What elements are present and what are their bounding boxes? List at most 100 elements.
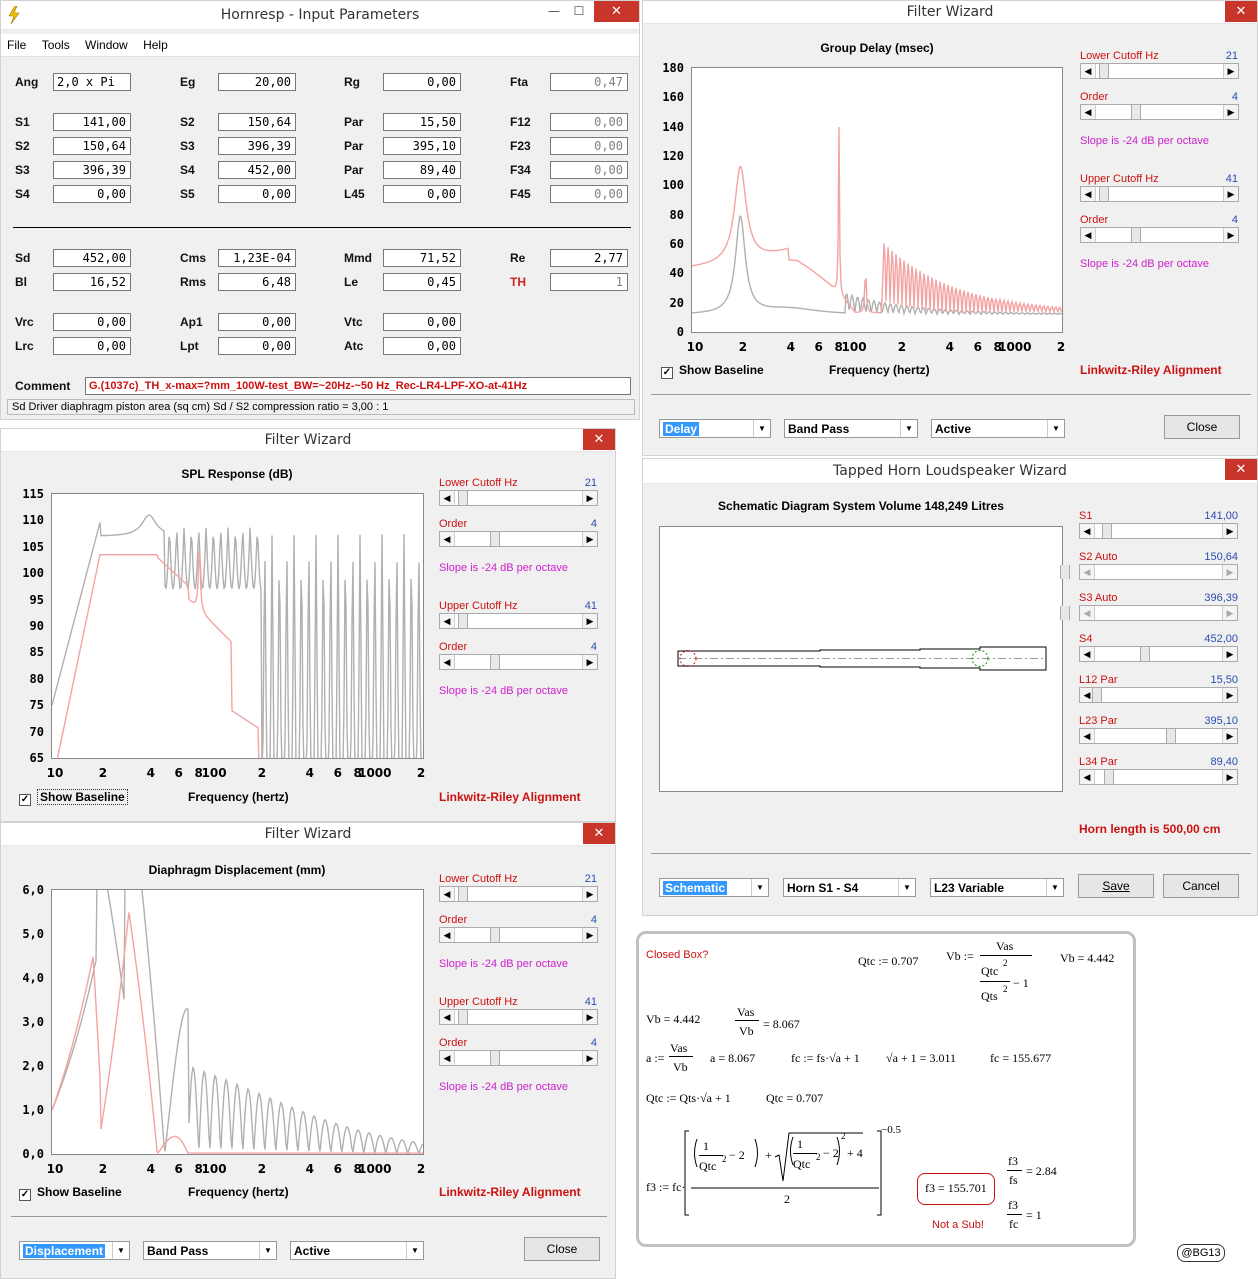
param-field-par[interactable]: 395,10 [383, 137, 461, 155]
param-field-f23[interactable]: 0,00 [550, 137, 628, 155]
chevron-right-icon[interactable]: ▶ [582, 614, 597, 628]
close-wizard-button[interactable]: Close [524, 1237, 600, 1261]
upper-cutoff-slider[interactable]: ◀ ▶ [1080, 186, 1239, 202]
param-field-l45[interactable]: 0,00 [383, 185, 461, 203]
menu-file[interactable]: File [7, 38, 27, 52]
close-button[interactable]: ✕ [1225, 459, 1257, 480]
lower-cutoff-slider[interactable]: ◀ ▶ [439, 886, 598, 902]
param-field-th[interactable]: 1 [550, 273, 628, 291]
slider-thumb[interactable] [1099, 187, 1109, 201]
param-field-par[interactable]: 15,50 [383, 113, 461, 131]
param-field-ap1[interactable]: 0,00 [218, 313, 296, 331]
chevron-down-icon[interactable]: ▼ [898, 879, 915, 896]
param-field-f12[interactable]: 0,00 [550, 113, 628, 131]
close-button[interactable]: ✕ [583, 429, 615, 450]
param-field-rg[interactable]: 0,00 [383, 73, 461, 91]
slider-thumb[interactable] [458, 614, 468, 628]
active-combo[interactable]: Active ▼ [290, 1241, 424, 1260]
chevron-right-icon[interactable]: ▶ [1223, 105, 1238, 119]
menu-tools[interactable]: Tools [41, 38, 70, 52]
maximize-button[interactable]: ☐ [573, 4, 585, 18]
slider-thumb[interactable] [458, 491, 468, 505]
slider-thumb[interactable] [490, 928, 500, 942]
param-field-f34[interactable]: 0,00 [550, 161, 628, 179]
chevron-left-icon[interactable]: ◀ [440, 928, 455, 942]
chevron-right-icon[interactable]: ▶ [1223, 228, 1238, 242]
th-slider[interactable]: ◀ ▶ [1079, 728, 1238, 744]
filter-type-combo[interactable]: Band Pass ▼ [143, 1241, 277, 1260]
order-slider[interactable]: ◀ ▶ [439, 654, 598, 670]
chevron-down-icon[interactable]: ▼ [900, 420, 917, 437]
slider-thumb[interactable] [1131, 228, 1141, 242]
param-field-s2[interactable]: 150,64 [218, 113, 296, 131]
chevron-right-icon[interactable]: ▶ [1222, 688, 1237, 702]
mode-combo[interactable]: Delay ▼ [659, 419, 771, 438]
param-field-bl[interactable]: 16,52 [53, 273, 131, 291]
slider-thumb[interactable] [1102, 524, 1112, 538]
chevron-right-icon[interactable]: ▶ [582, 1051, 597, 1065]
th-slider[interactable]: ◀ ▶ [1079, 769, 1238, 785]
slider-thumb[interactable] [458, 887, 468, 901]
checkbox-box[interactable]: ✓ [19, 794, 31, 806]
param-field-rms[interactable]: 6,48 [218, 273, 296, 291]
param-field-eg[interactable]: 20,00 [218, 73, 296, 91]
param-field-le[interactable]: 0,45 [383, 273, 461, 291]
order-slider[interactable]: ◀ ▶ [1080, 227, 1239, 243]
order-slider[interactable]: ◀ ▶ [439, 1050, 598, 1066]
checkbox-box[interactable]: ✓ [661, 367, 673, 379]
slider-thumb[interactable] [490, 1051, 500, 1065]
menu-help[interactable]: Help [143, 38, 168, 52]
chevron-left-icon[interactable]: ◀ [1081, 64, 1096, 78]
chevron-right-icon[interactable]: ▶ [1222, 647, 1237, 661]
order-slider[interactable]: ◀ ▶ [439, 927, 598, 943]
slider-thumb[interactable] [490, 655, 500, 669]
chevron-right-icon[interactable]: ▶ [582, 532, 597, 546]
chevron-left-icon[interactable]: ◀ [1081, 187, 1096, 201]
chevron-down-icon[interactable]: ▼ [1047, 420, 1064, 437]
chevron-left-icon[interactable]: ◀ [1080, 524, 1095, 538]
close-button[interactable]: ✕ [594, 1, 639, 22]
param-field-vrc[interactable]: 0,00 [53, 313, 131, 331]
slider-thumb[interactable] [1104, 770, 1114, 784]
upper-cutoff-slider[interactable]: ◀ ▶ [439, 613, 598, 629]
chevron-left-icon[interactable]: ◀ [440, 887, 455, 901]
show-baseline-checkbox[interactable]: ✓ Show Baseline [19, 1185, 122, 1201]
chevron-right-icon[interactable]: ▶ [1222, 770, 1237, 784]
lower-cutoff-slider[interactable]: ◀ ▶ [1080, 63, 1239, 79]
chevron-left-icon[interactable]: ◀ [440, 655, 455, 669]
chevron-right-icon[interactable]: ▶ [1222, 729, 1237, 743]
checkbox-box[interactable]: ✓ [19, 1189, 31, 1201]
lower-cutoff-slider[interactable]: ◀ ▶ [439, 490, 598, 506]
param-field-s5[interactable]: 0,00 [218, 185, 296, 203]
chevron-down-icon[interactable]: ▼ [751, 879, 768, 896]
chevron-down-icon[interactable]: ▼ [406, 1242, 423, 1259]
chevron-right-icon[interactable]: ▶ [582, 928, 597, 942]
th-slider[interactable]: ◀ ▶ [1079, 646, 1238, 662]
upper-cutoff-slider[interactable]: ◀ ▶ [439, 1009, 598, 1025]
chevron-left-icon[interactable]: ◀ [1081, 228, 1096, 242]
param-field-sd[interactable]: 452,00 [53, 249, 131, 267]
param-field-s1[interactable]: 141,00 [53, 113, 131, 131]
show-baseline-checkbox[interactable]: ✓ Show Baseline [19, 789, 128, 806]
chevron-left-icon[interactable]: ◀ [440, 1051, 455, 1065]
slider-thumb[interactable] [1099, 64, 1109, 78]
param-field-atc[interactable]: 0,00 [383, 337, 461, 355]
slider-thumb[interactable] [1131, 105, 1141, 119]
param-field-s4[interactable]: 452,00 [218, 161, 296, 179]
variable-combo[interactable]: L23 Variable ▼ [930, 878, 1064, 897]
order-slider[interactable]: ◀ ▶ [439, 531, 598, 547]
param-field-s2[interactable]: 150,64 [53, 137, 131, 155]
close-button[interactable]: ✕ [583, 823, 615, 844]
chevron-right-icon[interactable]: ▶ [1222, 524, 1237, 538]
chevron-left-icon[interactable]: ◀ [1080, 647, 1095, 661]
slider-thumb[interactable] [1092, 688, 1102, 702]
slider-thumb[interactable] [1140, 647, 1150, 661]
slider-thumb[interactable] [490, 532, 500, 546]
param-field-f45[interactable]: 0,00 [550, 185, 628, 203]
param-field-lpt[interactable]: 0,00 [218, 337, 296, 355]
chevron-left-icon[interactable]: ◀ [440, 491, 455, 505]
chevron-down-icon[interactable]: ▼ [1046, 879, 1063, 896]
param-field-fta[interactable]: 0,47 [550, 73, 628, 91]
chevron-right-icon[interactable]: ▶ [582, 887, 597, 901]
minimize-button[interactable]: — [548, 4, 560, 18]
